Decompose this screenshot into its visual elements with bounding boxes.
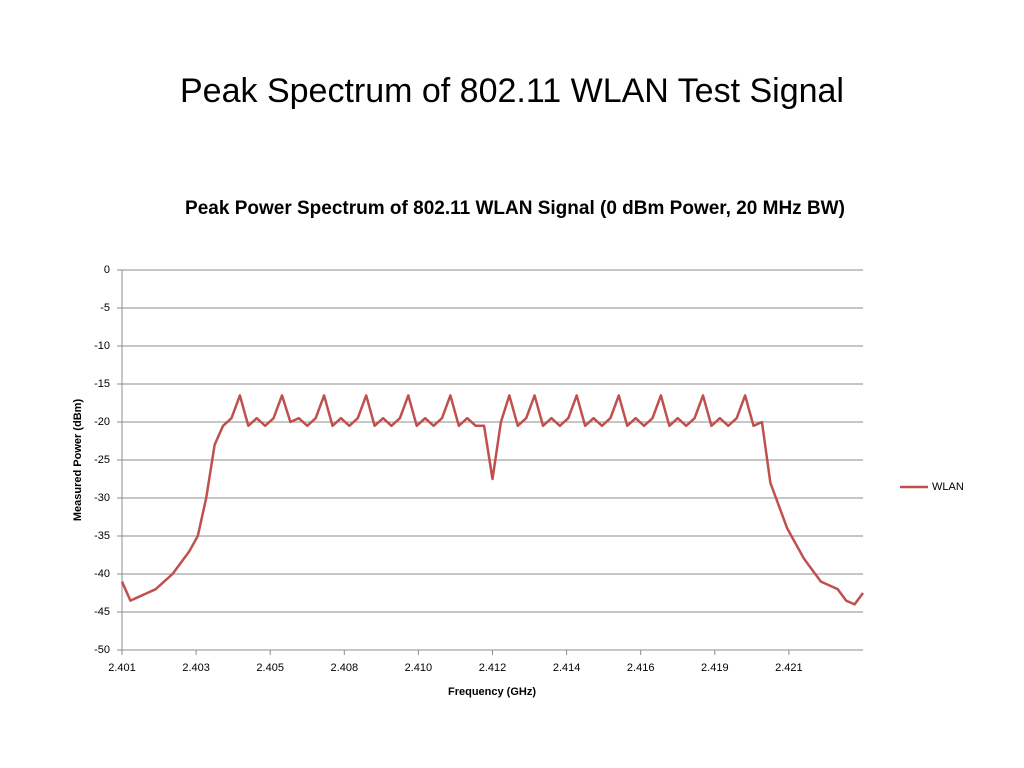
x-tick-label: 2.412 [479,662,507,674]
x-tick-label: 2.421 [775,662,803,674]
y-tick-label: -50 [94,644,110,656]
series-line [120,394,865,606]
y-tick-label: -35 [94,530,110,542]
y-tick-label: -40 [94,568,110,580]
slide-title: Peak Spectrum of 802.11 WLAN Test Signal [180,72,844,110]
y-tick-label: 0 [104,264,110,276]
x-tick-label: 2.416 [627,662,655,674]
x-tick-label: 2.408 [331,662,359,674]
x-tick-label: 2.401 [108,662,136,674]
y-axis-label: Measured Power (dBm) [72,399,84,522]
y-tick-label: -45 [94,606,110,618]
x-axis-label: Frequency (GHz) [448,686,536,698]
x-tick-label: 2.405 [256,662,284,674]
legend-label: WLAN [932,481,964,493]
y-tick-label: -15 [94,378,110,390]
y-tick-label: -20 [94,416,110,428]
x-tick-label: 2.419 [701,662,729,674]
y-tick-label: -10 [94,340,110,352]
x-tick-label: 2.410 [405,662,433,674]
x-tick-label: 2.403 [182,662,210,674]
chart-title: Peak Power Spectrum of 802.11 WLAN Signa… [185,198,845,219]
y-tick-label: -25 [94,454,110,466]
y-tick-label: -5 [100,302,110,314]
x-tick-label: 2.414 [553,662,581,674]
y-tick-label: -30 [94,492,110,504]
